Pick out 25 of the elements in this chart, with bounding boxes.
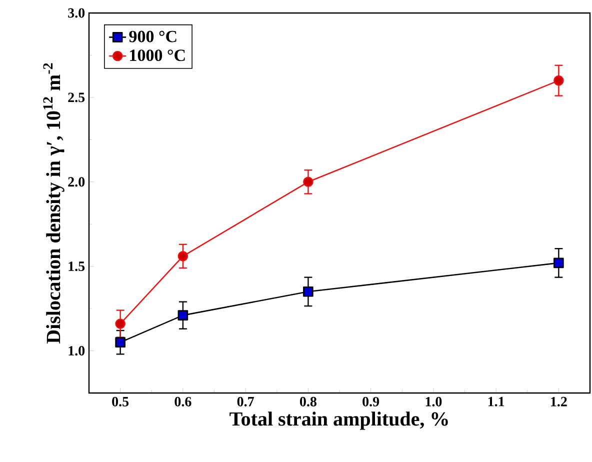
- point: [115, 337, 126, 348]
- x-tick-label: 0.7: [237, 396, 254, 406]
- x-tick-label: 0.8: [300, 396, 316, 406]
- point: [178, 251, 188, 262]
- point: [303, 176, 314, 188]
- x-tick-label: 1.1: [488, 396, 504, 406]
- x-tick-label: 1.2: [551, 396, 567, 406]
- y-axis-title: Dislocation density in γ′, 10$^{12}$ m$^{-2}$: [43, 63, 64, 344]
- point: [178, 310, 188, 320]
- y-tick-label: 2.5: [68, 92, 85, 102]
- point: [554, 258, 564, 268]
- y-tick-label: 1.0: [68, 346, 85, 356]
- point: [303, 286, 314, 297]
- x-tick-label: 0.5: [112, 396, 129, 406]
- legend-label: 900 °C: [129, 30, 176, 42]
- y-tick-label: 1.5: [68, 262, 85, 272]
- x-axis-title: Total strain amplitude, %: [230, 412, 448, 430]
- x-tick-label: 0.9: [362, 396, 380, 406]
- point: [115, 318, 126, 329]
- x-tick-label: 1.0: [426, 396, 442, 406]
- legend-label: 1000 °C: [130, 50, 185, 62]
- x-tick-label: 0.6: [174, 396, 192, 406]
- y-tick-label: 3.0: [68, 8, 85, 18]
- point: [554, 75, 564, 86]
- y-tick-label: 2.0: [68, 177, 85, 187]
